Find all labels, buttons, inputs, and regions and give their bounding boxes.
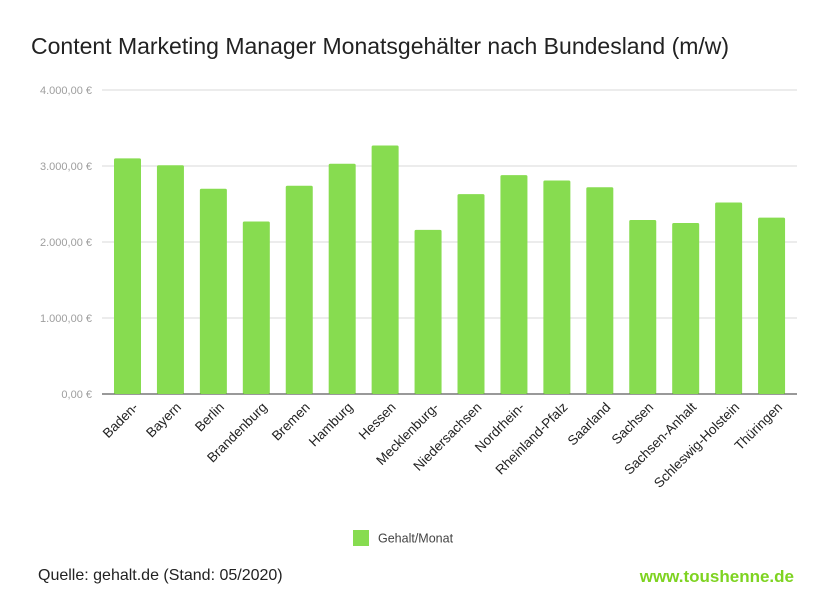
y-tick-label: 3.000,00 € xyxy=(40,161,92,173)
chart-title: Content Marketing Manager Monatsgehälter… xyxy=(31,33,730,59)
x-tick-label: Bayern xyxy=(143,400,184,441)
bar-mecklenburg xyxy=(414,229,442,394)
bar-sachsen xyxy=(629,219,657,394)
x-tick-label: Saarland xyxy=(565,400,614,449)
bar-bremen xyxy=(285,185,313,394)
x-tick-label: Hessen xyxy=(356,400,399,443)
y-tick-label: 0,00 € xyxy=(61,389,92,401)
brand-link[interactable]: www.toushenne.de xyxy=(639,567,794,586)
source-note: Quelle: gehalt.de (Stand: 05/2020) xyxy=(38,567,283,584)
bar-niedersachsen xyxy=(457,194,485,394)
legend-swatch xyxy=(353,530,369,546)
legend-label: Gehalt/Monat xyxy=(378,532,454,546)
y-tick-label: 2.000,00 € xyxy=(40,237,92,249)
x-axis-ticks: Baden- Bayern BerlinBrandenburgBremenHambu… xyxy=(100,399,785,490)
y-tick-label: 1.000,00 € xyxy=(40,313,92,325)
bar-thüringen xyxy=(758,217,786,394)
bars xyxy=(114,145,786,394)
legend: Gehalt/Monat xyxy=(353,530,454,546)
bar-baden xyxy=(114,158,141,394)
x-tick-label: Bremen xyxy=(269,400,313,444)
bar-saarland xyxy=(586,187,614,394)
x-tick-label: Schleswig-Holstein xyxy=(651,400,742,491)
bar-hamburg xyxy=(328,163,356,394)
x-tick-label: Hamburg xyxy=(306,400,356,450)
bar-nordrhein xyxy=(500,175,528,394)
x-tick-label: Berlin xyxy=(192,400,227,435)
bar-hessen xyxy=(371,145,399,394)
bar-bayern xyxy=(156,165,184,394)
y-tick-label: 4.000,00 € xyxy=(40,85,92,97)
y-axis-ticks: 0,00 € 1.000,00 € 2.000,00 € 3.000,00 € 4.00… xyxy=(40,85,92,401)
bar-berlin xyxy=(199,188,227,394)
bar-sachsen-anhalt xyxy=(672,223,700,394)
x-tick-label: Baden- xyxy=(100,400,141,441)
bar-rheinland-pfalz xyxy=(543,180,571,394)
bar-brandenburg xyxy=(242,221,270,394)
bar-schleswig-holstein xyxy=(715,202,743,394)
